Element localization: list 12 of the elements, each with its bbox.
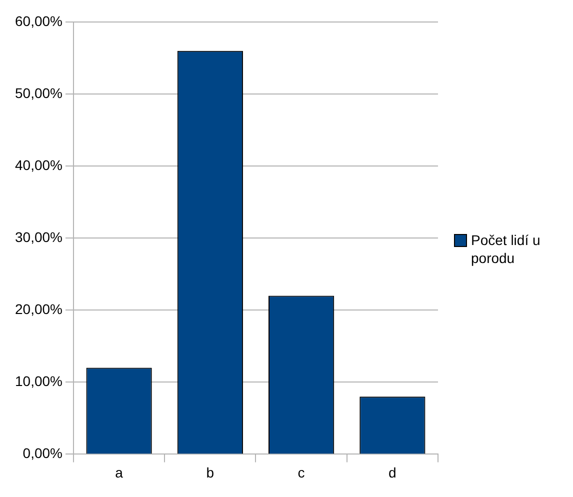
legend-label: Počet lidí u porodu bbox=[471, 230, 542, 266]
x-tick-label: d bbox=[388, 464, 396, 480]
y-tick-label: 30,00% bbox=[15, 228, 62, 245]
y-tick-label: 60,00% bbox=[15, 12, 62, 29]
y-tick-label: 0,00% bbox=[22, 445, 62, 462]
y-tick-label: 10,00% bbox=[15, 373, 62, 390]
y-tick-label: 20,00% bbox=[15, 300, 62, 317]
y-tick-label: 50,00% bbox=[15, 84, 62, 101]
x-tick-label: b bbox=[206, 464, 214, 480]
y-tick-label: 40,00% bbox=[15, 156, 62, 173]
x-tick-label: c bbox=[298, 464, 305, 480]
x-tick-label: a bbox=[115, 464, 124, 480]
